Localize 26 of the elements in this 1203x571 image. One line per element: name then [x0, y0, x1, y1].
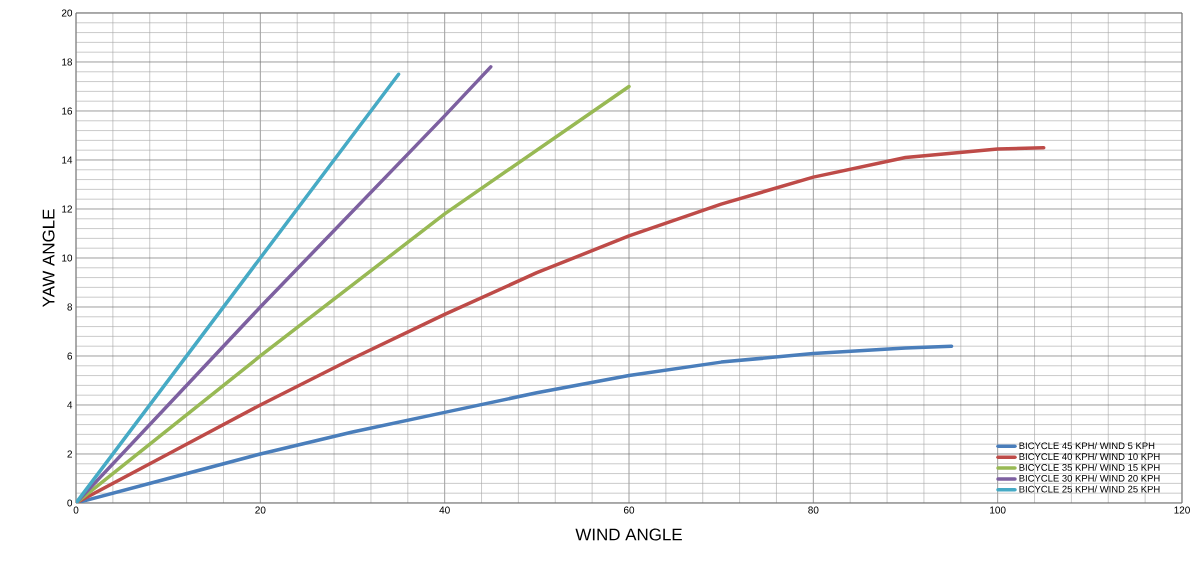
y-tick-label: 6	[67, 352, 73, 360]
y-tick-label: 20	[61, 9, 73, 17]
y-tick-label: 0	[67, 499, 73, 507]
legend-label: BICYCLE 35 KPH/ WIND 15 KPH	[1019, 463, 1160, 471]
x-axis-title: WIND ANGLE	[575, 528, 682, 541]
y-tick-label: 4	[67, 401, 73, 409]
x-tick-label: 20	[255, 506, 266, 514]
x-tick-label: 60	[623, 506, 635, 514]
legend-label: BICYCLE 40 KPH/ WIND 10 KPH	[1019, 453, 1160, 460]
x-tick-label: 0	[73, 506, 79, 514]
y-tick-label: 12	[62, 205, 72, 213]
x-tick-label: 40	[439, 506, 450, 514]
y-axis-title: YAW ANGLE	[42, 209, 55, 308]
x-tick-label: 80	[808, 506, 819, 514]
y-tick-label: 16	[62, 107, 73, 115]
x-tick-label: 100	[990, 506, 1006, 514]
x-tick-label: 120	[1174, 506, 1190, 514]
legend-label: BICYCLE 30 KPH/ WIND 20 KPH	[1019, 474, 1160, 482]
y-tick-label: 14	[62, 156, 73, 164]
legend-label: BICYCLE 45 KPH/ WIND 5 KPH	[1019, 442, 1155, 450]
y-tick-label: 10	[62, 254, 73, 262]
y-tick-label: 2	[67, 450, 72, 458]
line-series	[76, 65, 493, 503]
y-tick-label: 8	[67, 303, 73, 311]
legend-label: BICYCLE 25 KPH/ WIND 25 KPH	[1019, 485, 1160, 493]
y-tick-label: 18	[62, 58, 73, 66]
